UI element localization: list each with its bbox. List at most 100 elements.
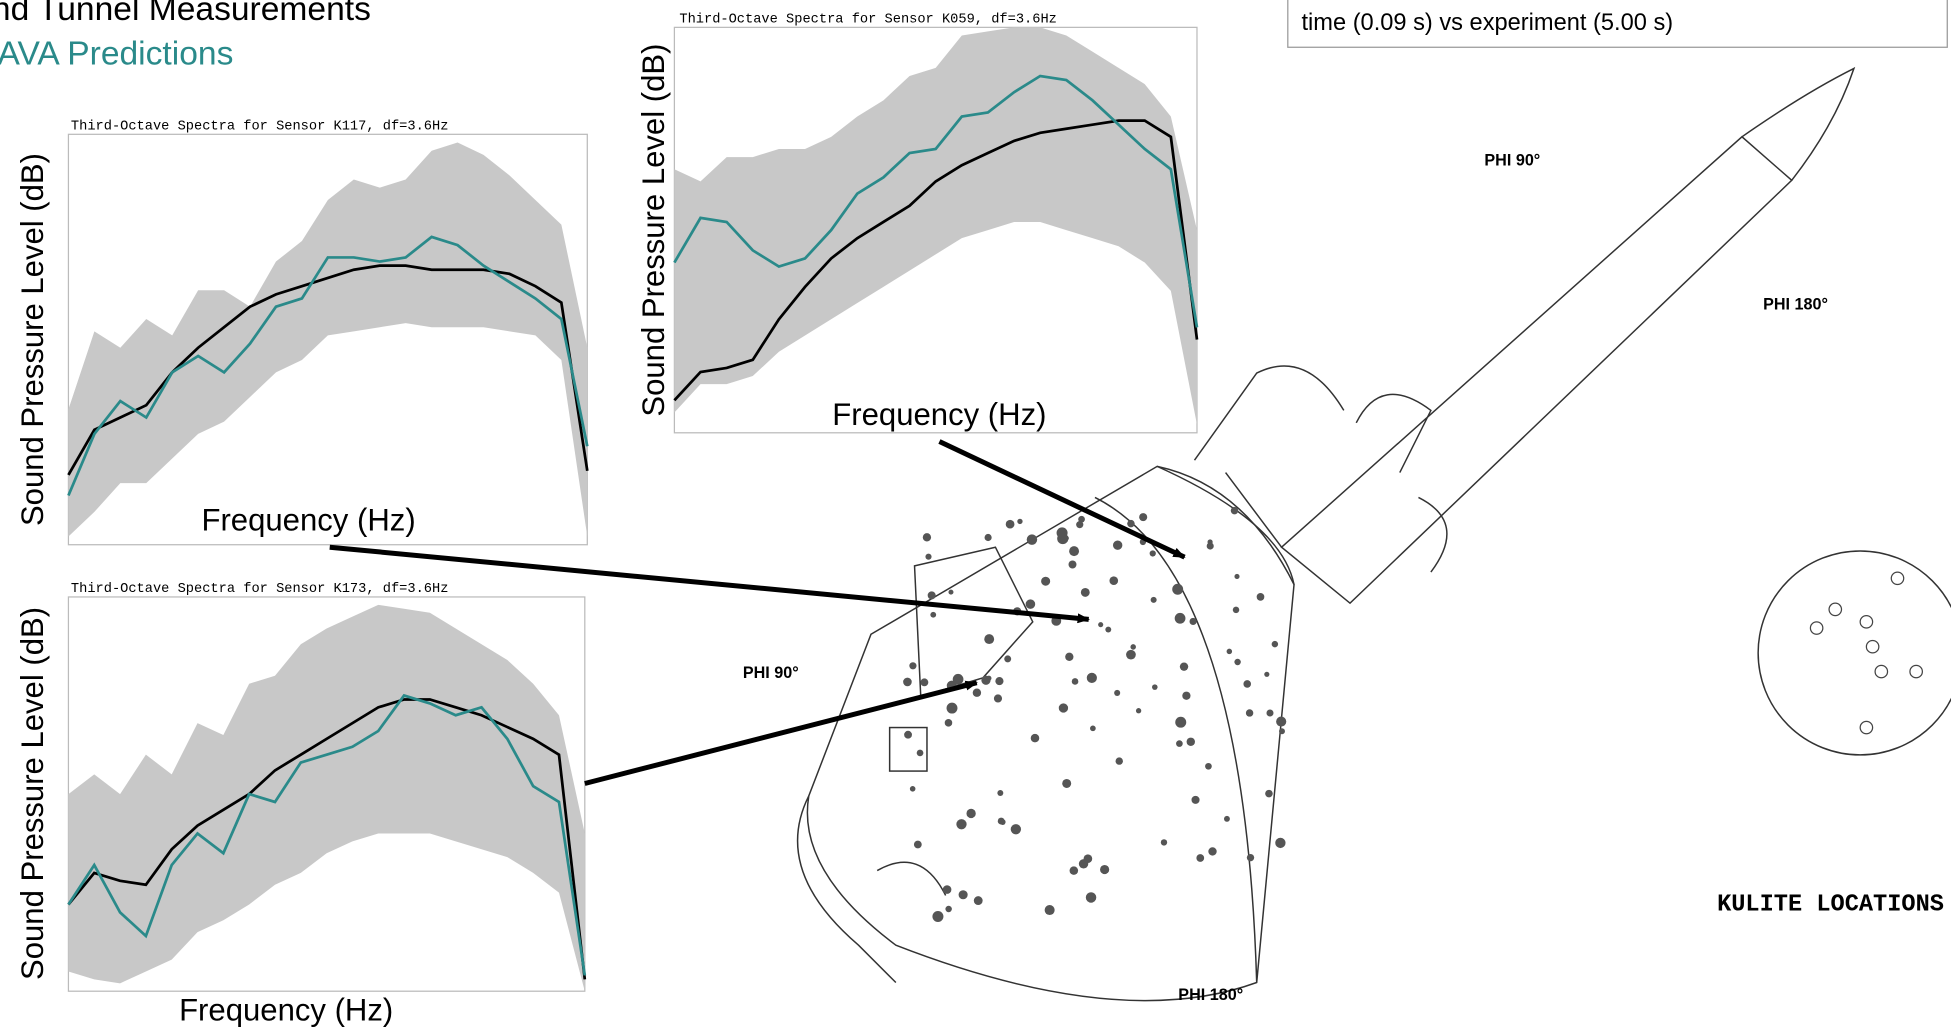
sensor-dot (1161, 839, 1167, 845)
sensor-dot (1191, 796, 1199, 804)
sensor-dot (1182, 692, 1190, 700)
sensor-dot (1086, 892, 1096, 902)
sensor-dot (1227, 649, 1233, 655)
sensor-dot (1875, 665, 1887, 677)
sensor-dot (1176, 740, 1183, 747)
sensor-dot (1891, 572, 1903, 584)
sensor-dot (1231, 507, 1238, 514)
sensor-dot (1076, 521, 1083, 528)
sensor-dot (995, 677, 1003, 685)
sensor-dot (1045, 905, 1055, 915)
sensor-dot (904, 731, 912, 739)
sensor-dot (1081, 588, 1090, 597)
sensor-dot (909, 662, 916, 669)
nose-cone (1742, 68, 1854, 180)
sensor-dot (1208, 847, 1216, 855)
sensor-dot (920, 678, 928, 686)
sensor-dot (994, 694, 1002, 702)
sensor-dot (1059, 703, 1068, 712)
arrow (585, 683, 977, 784)
sensor-dot (1070, 866, 1079, 875)
x-axis-label: Frequency (Hz) (201, 503, 415, 538)
sensor-dot (943, 885, 952, 894)
sensor-dot (1062, 779, 1071, 788)
slide: Wind Tunnel Measurements LAVA Prediction… (0, 0, 1951, 1031)
sensor-dot (1187, 738, 1195, 746)
sensor-dot (945, 719, 953, 727)
sensor-dot (973, 689, 981, 697)
sensor-dot (1264, 672, 1269, 677)
sensor-dot (1175, 613, 1186, 624)
sensor-dot (1234, 659, 1240, 665)
fairing (1356, 394, 1447, 572)
sensor-dot (903, 678, 912, 687)
sensor-dot (925, 554, 931, 560)
sensor-dot (1860, 721, 1872, 733)
sensor-dot (997, 790, 1003, 796)
sensor-dot (1150, 550, 1156, 556)
sensor-dot (914, 841, 922, 849)
sensor-dot (1234, 574, 1239, 579)
page: {"chart_data": [ {"type": "line", "title… (0, 0, 1951, 1031)
drawing-label: PHI 90° (1484, 151, 1540, 169)
sensor-dot (1113, 541, 1122, 550)
sensor-dots (903, 507, 1922, 922)
sensor-dot (1224, 816, 1230, 822)
sensor-dot (1006, 520, 1015, 529)
sensor-dot (1257, 593, 1265, 601)
sensor-dot (1265, 790, 1273, 798)
sensor-dot (1109, 576, 1118, 585)
sensor-dot (1275, 838, 1285, 848)
legend-label: Wind Tunnel Measurements (0, 0, 371, 28)
sensor-dot (910, 786, 916, 792)
sensor-dot (1069, 546, 1079, 556)
drawing-label: KULITE LOCATIONS (1717, 891, 1944, 918)
sensor-dot (1246, 709, 1253, 716)
sensor-dot (1105, 627, 1111, 633)
sensor-dot (917, 750, 924, 757)
capsule-outline (807, 466, 1294, 1000)
sensor-dot (1247, 854, 1254, 861)
sensor-dot (1079, 859, 1088, 868)
sensor-dot (1866, 640, 1878, 652)
sensor-dot (984, 634, 994, 644)
sensor-dot (1860, 616, 1872, 628)
x-axis-label: Frequency (Hz) (832, 397, 1046, 432)
chart-title: Third-Octave Spectra for Sensor K059, df… (679, 12, 1056, 27)
sensor-dot (1175, 717, 1186, 728)
y-axis-label: Sound Pressure Level (dB) (15, 153, 50, 526)
sensor-dot (1190, 618, 1197, 625)
sensor-dot (1100, 865, 1109, 874)
sensor-dot (1279, 728, 1285, 734)
sensor-dot (956, 819, 966, 829)
sensor-dot (1087, 673, 1097, 683)
legend-label: LAVA Predictions (0, 36, 233, 73)
sensor-dot (1026, 599, 1036, 609)
sensor-dot (945, 906, 951, 912)
sensor-dot (1004, 655, 1011, 662)
sensor-dot (1098, 622, 1103, 627)
sensor-dot (1011, 824, 1021, 834)
sensor-dot (1233, 607, 1240, 614)
sensor-dot (1272, 641, 1278, 647)
sensor-dot (1057, 527, 1068, 538)
sensor-dot (1180, 662, 1188, 670)
sensor-dot (1027, 534, 1037, 544)
adapter (1194, 366, 1343, 547)
sensor-dot (947, 703, 958, 714)
sensor-dot (1127, 520, 1134, 527)
sensor-dot (1136, 708, 1141, 713)
handle (877, 862, 945, 895)
sensor-dot (1829, 603, 1841, 615)
sensor-dot (932, 911, 943, 922)
sensor-dot (1151, 597, 1157, 603)
sensor-dot (1130, 644, 1136, 650)
sensor-dot (1172, 584, 1183, 595)
sensor-dot (1090, 725, 1096, 731)
sensor-dot (1139, 513, 1147, 521)
sensor-dot (948, 590, 953, 595)
drawing-label: PHI 90° (743, 664, 799, 682)
sensor-dot (1205, 763, 1212, 770)
sensor-dot (1072, 678, 1079, 685)
sensor-dot (953, 674, 964, 685)
